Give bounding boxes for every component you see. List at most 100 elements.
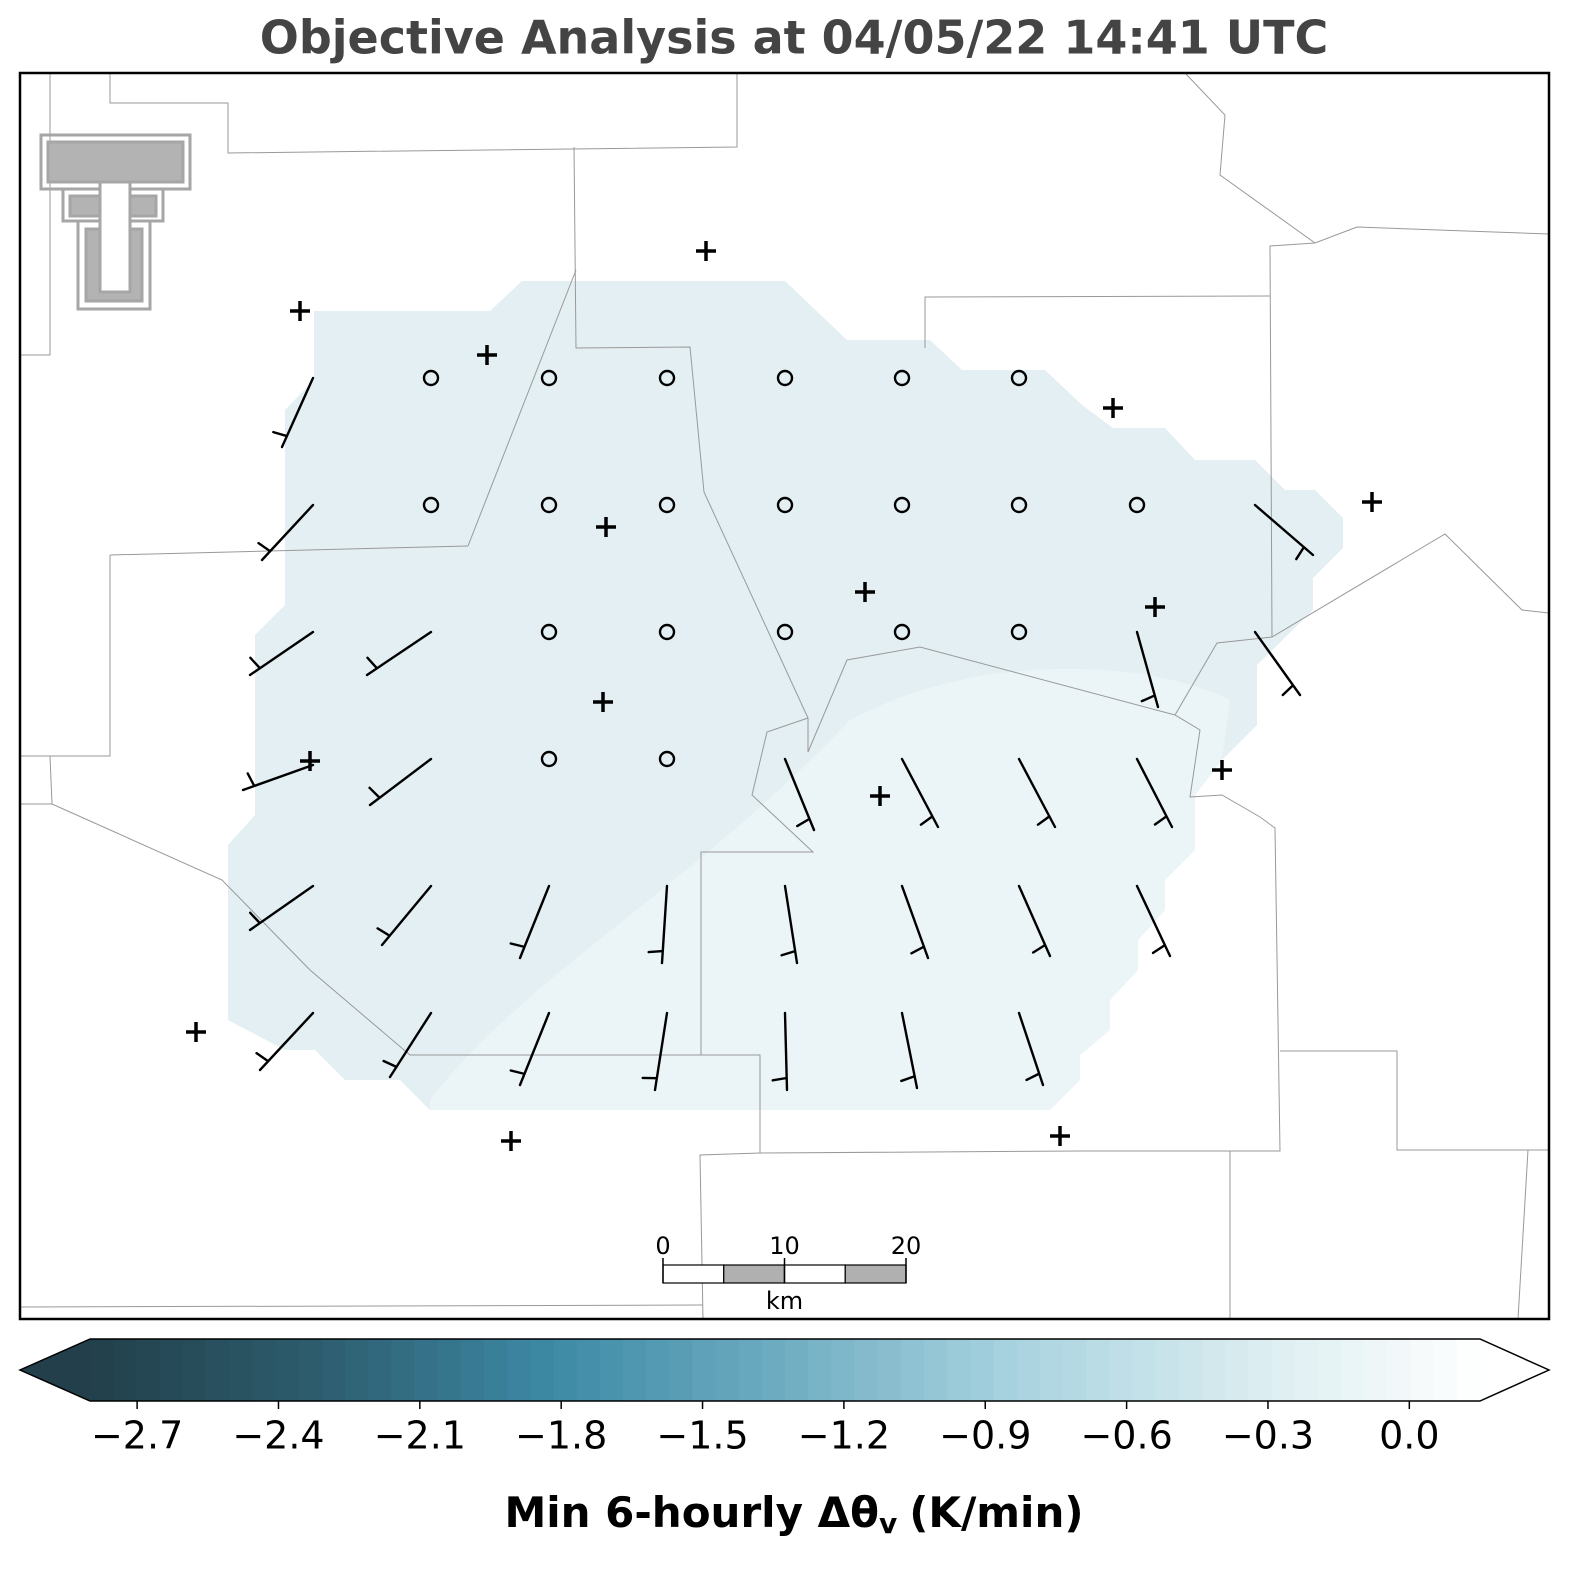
calm-wind	[1128, 496, 1146, 514]
wind-barb	[255, 1011, 315, 1072]
wind-barb	[771, 1011, 789, 1092]
station-marker	[186, 1022, 206, 1042]
wind-barb	[1017, 1011, 1045, 1087]
wind-barb	[783, 757, 816, 832]
colorbar-segment	[1063, 1339, 1087, 1401]
colorbar-segment	[900, 1339, 925, 1401]
calm-wind	[893, 496, 911, 514]
colorbar-segment	[622, 1339, 647, 1401]
scale-bar: 0 10 20 km	[655, 1232, 921, 1315]
colorbar-tick-label: −2.4	[232, 1414, 324, 1458]
colorbar-tick-label: −2.1	[374, 1414, 466, 1458]
map: 0 10 20 km	[18, 71, 1551, 1321]
logo	[39, 133, 192, 311]
colorbar-segment	[1202, 1339, 1226, 1401]
colorbar-segment	[321, 1339, 346, 1401]
colorbar-segment	[924, 1339, 948, 1401]
wind-barb	[382, 1011, 433, 1079]
colorbar-segment	[1271, 1339, 1296, 1401]
colorbar-segment	[738, 1339, 763, 1401]
colorbar-segment	[1039, 1339, 1064, 1401]
colorbar-segment	[808, 1339, 832, 1401]
station-marker	[1212, 760, 1232, 780]
wind-barb	[1017, 757, 1057, 829]
colorbar-segment	[877, 1339, 902, 1401]
scale-label: 0	[655, 1232, 670, 1260]
colorbar-tick-label: −1.2	[798, 1414, 890, 1458]
chart-title: Objective Analysis at 04/05/22 14:41 UTC	[260, 11, 1329, 65]
colorbar-segment	[1317, 1339, 1342, 1401]
scale-segment	[844, 1264, 907, 1284]
wind-barb	[509, 884, 551, 960]
wind-barb	[368, 757, 433, 807]
wind-barb	[647, 884, 669, 965]
wind-barb	[1253, 503, 1315, 561]
calm-wind	[658, 750, 676, 768]
calm-wind	[776, 623, 794, 641]
colorbar-tick-label: 0.0	[1379, 1414, 1439, 1458]
wind-barb	[248, 630, 315, 677]
colorbar-segment	[368, 1339, 392, 1401]
colorbar-segment	[90, 1339, 114, 1401]
calm-wind	[658, 496, 676, 514]
colorbar: −2.7 −2.4 −2.1 −1.8 −1.5 −1.2 −0.9 −0.6 −0.3 0.0 M…	[18, 1338, 1551, 1541]
wind-barb	[1135, 884, 1172, 958]
wind-barb	[900, 1011, 919, 1090]
scale-segment	[662, 1264, 725, 1284]
station-marker	[501, 1131, 521, 1151]
wind-barb	[1017, 884, 1052, 958]
colorbar-label-suffix: (K/min)	[909, 1488, 1083, 1537]
wind-barb	[900, 757, 940, 829]
colorbar-segment	[1155, 1339, 1180, 1401]
colorbar-segment	[1132, 1339, 1157, 1401]
calm-wind	[658, 623, 676, 641]
map-frame	[18, 71, 1551, 1321]
wind-barb	[241, 763, 315, 792]
calm-wind	[776, 369, 794, 387]
colorbar-segment	[947, 1339, 971, 1401]
colorbar-segment	[205, 1339, 230, 1401]
wind-barb	[1135, 630, 1160, 709]
colorbar-segment	[993, 1339, 1018, 1401]
colorbar-label-text: Min 6-hourly Δθ	[504, 1488, 879, 1537]
wind-barb	[272, 376, 315, 449]
colorbar-tick-label: −1.5	[656, 1414, 748, 1458]
calm-wind	[1010, 623, 1028, 641]
station-marker	[1103, 398, 1123, 418]
colorbar-tick-label: −2.7	[91, 1414, 183, 1458]
colorbar-segment	[229, 1339, 253, 1401]
station-marker	[696, 241, 716, 261]
colorbar-segment	[1341, 1339, 1365, 1401]
wind-barb	[365, 630, 433, 677]
colorbar-segment	[159, 1339, 184, 1401]
colorbar-segment	[182, 1339, 207, 1401]
station-marker	[855, 582, 875, 602]
colorbar-label: Min 6-hourly Δθv (K/min)	[504, 1488, 1083, 1541]
station-marker	[300, 751, 320, 771]
colorbar-segment	[1387, 1339, 1412, 1401]
colorbar-segment	[530, 1339, 554, 1401]
colorbar-segment	[344, 1339, 369, 1401]
scale-segment	[783, 1264, 846, 1284]
colorbar-segment	[1248, 1339, 1273, 1401]
colorbar-segment	[1410, 1339, 1435, 1401]
colorbar-segment	[1225, 1339, 1249, 1401]
calm-wind	[422, 496, 440, 514]
calm-wind	[540, 750, 558, 768]
stations	[186, 241, 1382, 1151]
calm-wind	[422, 369, 440, 387]
colorbar-segment	[576, 1339, 601, 1401]
colorbar-segment	[785, 1339, 809, 1401]
colorbar-segment	[553, 1339, 578, 1401]
scale-label: 20	[891, 1232, 922, 1260]
county-lines	[19, 72, 1550, 1320]
colorbar-segment	[646, 1339, 670, 1401]
colorbar-segment	[692, 1339, 717, 1401]
colorbar-segment	[391, 1339, 415, 1401]
station-marker	[477, 345, 497, 365]
colorbar-segment	[483, 1339, 508, 1401]
calm-wind	[540, 623, 558, 641]
colorbar-segment	[460, 1339, 485, 1401]
colorbar-segment	[669, 1339, 693, 1401]
